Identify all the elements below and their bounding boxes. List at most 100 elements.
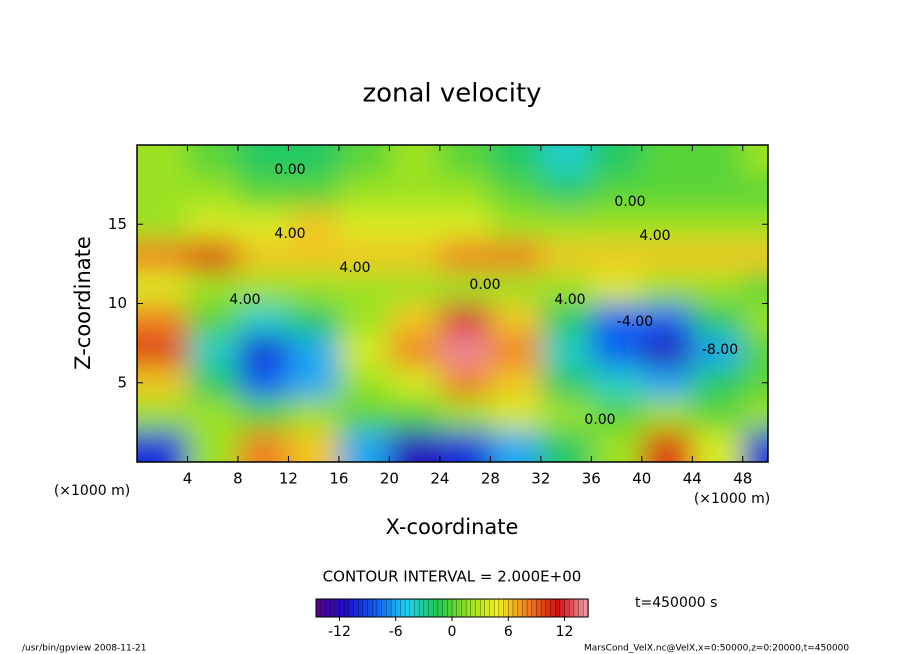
colorbar-swatch <box>512 598 519 618</box>
heat-cell <box>591 366 643 400</box>
heat-cell <box>187 335 239 368</box>
heat-cell <box>389 271 441 305</box>
heat-cell <box>389 240 441 273</box>
colorbar-swatch <box>569 598 575 618</box>
heat-cell <box>692 208 744 242</box>
colorbar-swatch <box>479 598 486 618</box>
heat-cell <box>137 208 189 242</box>
heat-cell <box>742 303 768 337</box>
contour-label: 0.00 <box>584 412 615 428</box>
heat-cell <box>237 430 290 462</box>
x-tick-label: 20 <box>380 470 399 488</box>
contour-label: 4.00 <box>554 292 585 308</box>
y-tick-label: 10 <box>108 294 127 312</box>
contour-label: 4.00 <box>274 226 305 242</box>
colorbar-swatch <box>559 598 566 618</box>
heat-cell <box>338 240 391 273</box>
heat-cell <box>692 176 744 210</box>
colorbar-swatch <box>390 598 397 618</box>
heat-cell <box>692 430 744 462</box>
heat-cell <box>591 430 643 462</box>
heat-cell <box>641 335 694 368</box>
colorbar-swatch <box>498 598 505 618</box>
colorbar-swatch <box>470 598 477 618</box>
colorbar-swatch <box>545 598 552 618</box>
heat-cell <box>591 176 643 210</box>
heat-cell <box>439 271 492 305</box>
colorbar-swatch <box>386 598 392 618</box>
heat-cell <box>490 145 542 178</box>
heat-cell <box>591 303 643 337</box>
heat-cell <box>439 366 492 400</box>
x-tick-label: 40 <box>632 470 651 488</box>
x-tick-label: 12 <box>279 470 298 488</box>
x-tick-label: 16 <box>329 470 348 488</box>
heat-cell <box>187 430 239 462</box>
contour-label: 4.00 <box>229 292 260 308</box>
heat-cell <box>641 208 694 242</box>
heat-cell <box>338 303 391 337</box>
heat-cell <box>591 398 643 432</box>
contour-label: 0.00 <box>614 194 645 210</box>
colorbar-swatch <box>414 598 420 618</box>
heat-cell <box>490 208 542 242</box>
heat-cell <box>187 145 239 178</box>
heat-cell <box>338 366 391 400</box>
heat-cell <box>692 366 744 400</box>
y-tick-label: 5 <box>117 373 127 391</box>
heat-cell <box>137 271 189 305</box>
colorbar-tick-label: 6 <box>504 624 513 640</box>
heat-cell <box>742 398 768 432</box>
colorbar-swatch <box>437 598 444 618</box>
heat-cell <box>591 208 643 242</box>
colorbar-tick-label: -6 <box>389 624 403 640</box>
heat-cell <box>137 240 189 273</box>
heat-cell <box>237 176 290 210</box>
colorbar-swatch <box>348 598 355 618</box>
contour-label: -4.00 <box>617 314 653 330</box>
heat-cell <box>288 240 340 273</box>
heat-cell <box>237 335 290 368</box>
colorbar-tick-label: 0 <box>448 624 457 640</box>
heat-cell <box>641 176 694 210</box>
heat-cell <box>641 366 694 400</box>
colorbar-swatch <box>400 598 406 618</box>
heat-cell <box>439 398 492 432</box>
heat-cell <box>591 335 643 368</box>
colorbar-swatch <box>395 598 402 618</box>
heat-cell <box>692 240 744 273</box>
chart-title: zonal velocity <box>362 79 541 109</box>
x-tick-label: 48 <box>733 470 752 488</box>
colorbar-swatch <box>381 598 387 618</box>
heat-cell <box>187 176 239 210</box>
colorbar-swatch <box>339 598 345 618</box>
colorbar-swatch <box>475 598 481 618</box>
heat-cell <box>187 366 239 400</box>
heat-cell <box>237 398 290 432</box>
heat-cell <box>187 240 239 273</box>
heat-cell <box>540 335 593 368</box>
heat-cell <box>692 145 744 178</box>
footer-right: MarsCond_VelX.nc@VelX,x=0:50000,z=0:2000… <box>584 644 849 654</box>
x-unit-label: (×1000 m) <box>694 491 770 507</box>
heat-cell <box>137 145 189 178</box>
colorbar-swatch <box>456 598 463 618</box>
colorbar-swatch <box>367 598 373 618</box>
colorbar-swatch <box>419 598 425 618</box>
heat-cell <box>641 145 694 178</box>
colorbar-swatch <box>320 598 327 618</box>
heat-cell <box>338 145 391 178</box>
heat-cell <box>641 303 694 337</box>
heat-cell <box>237 366 290 400</box>
heat-cell <box>389 208 441 242</box>
heat-cell <box>439 430 492 462</box>
colorbar-swatch <box>433 598 439 618</box>
heat-cell <box>389 145 441 178</box>
footer-left: /usr/bin/gpview 2008-11-21 <box>22 644 146 654</box>
colorbar-swatch <box>540 598 547 618</box>
heat-cell <box>692 271 744 305</box>
heat-cell <box>692 303 744 337</box>
heat-cell <box>338 430 391 462</box>
heat-cell <box>742 430 768 462</box>
